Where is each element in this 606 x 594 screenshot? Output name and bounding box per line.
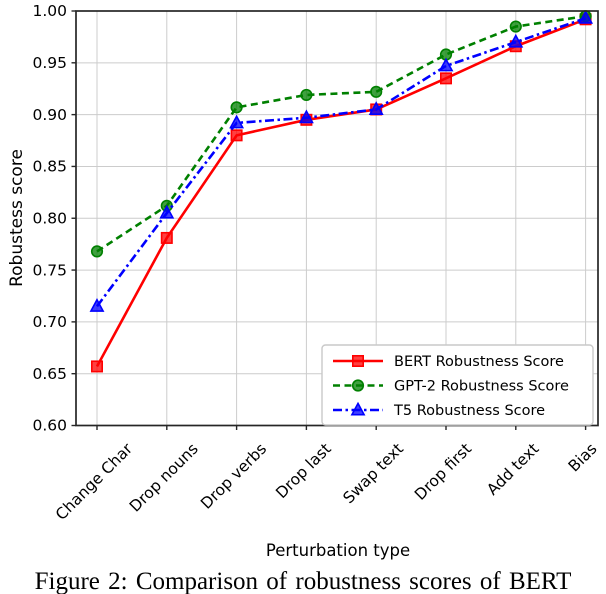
t5-marker (159, 204, 175, 219)
gpt2-marker (90, 245, 104, 258)
y-tick-label: 1.00 (32, 2, 67, 20)
gpt2-marker (370, 85, 383, 98)
x-tick-label: Drop verbs (197, 440, 270, 513)
y-tick-label: 0.70 (32, 313, 67, 331)
bert-marker (439, 72, 452, 85)
figure-caption: Figure 2: Comparison of robustness score… (34, 568, 572, 594)
x-tick-label: Change Char (52, 439, 136, 523)
t5-marker (89, 298, 105, 312)
legend-item-gpt2: GPT-2 Robustness Score (333, 379, 569, 395)
y-axis-label: Robustess score (7, 149, 27, 287)
y-tick-label: 0.60 (32, 417, 67, 435)
y-tick-label: 0.85 (32, 158, 67, 176)
y-tick-label: 0.90 (32, 106, 67, 124)
t5-marker (438, 57, 454, 72)
series-t5 (89, 9, 594, 312)
legend-item-bert: BERT Robustness Score (333, 354, 564, 370)
series-gpt2 (90, 10, 592, 258)
legend-item-t5: T5 Robustness Score (333, 401, 545, 419)
series-layer (89, 9, 594, 373)
t5-marker (508, 33, 524, 48)
gpt2-marker (509, 20, 522, 33)
legend-label-t5: T5 Robustness Score (393, 403, 545, 419)
x-tick-label: Drop last (272, 440, 334, 502)
x-tick-label: Drop nouns (126, 440, 202, 516)
bert-marker (230, 129, 243, 142)
legend-label-bert: BERT Robustness Score (394, 354, 564, 370)
x-axis-label: Perturbation type (266, 541, 410, 560)
gpt2-marker (230, 101, 243, 114)
gpt2-marker (351, 379, 365, 392)
x-tick-label: Bias (565, 440, 601, 476)
x-tick-label: Add text (483, 440, 542, 499)
legend-label-gpt2: GPT-2 Robustness Score (394, 379, 569, 395)
t5-marker (229, 114, 245, 129)
y-tick-label: 0.75 (32, 261, 67, 279)
bert-marker (351, 354, 364, 367)
bert-marker (160, 231, 173, 244)
t5-marker (350, 401, 366, 416)
x-tick-label: Swap text (340, 440, 407, 507)
series-line-gpt2 (96, 14, 586, 253)
t5-marker (298, 109, 314, 124)
t5-marker (368, 101, 384, 115)
series-line-t5 (95, 17, 587, 308)
legend-box (321, 344, 594, 426)
y-tick-label: 0.65 (32, 365, 67, 383)
bert-marker (91, 360, 104, 373)
t5-marker (578, 9, 594, 24)
y-tick-label: 0.80 (32, 209, 67, 227)
legend: BERT Robustness Score GPT-2 Robustness Sc… (321, 344, 594, 426)
x-tick-label: Drop first (411, 440, 475, 504)
y-tick-label: 0.95 (32, 54, 67, 72)
robustness-line-chart: 0.60 0.65 0.70 0.75 0.80 0.85 0.90 0.95 1.00 Chan… (7, 2, 601, 560)
series-line-bert (95, 18, 587, 368)
gpt2-marker (300, 88, 313, 102)
